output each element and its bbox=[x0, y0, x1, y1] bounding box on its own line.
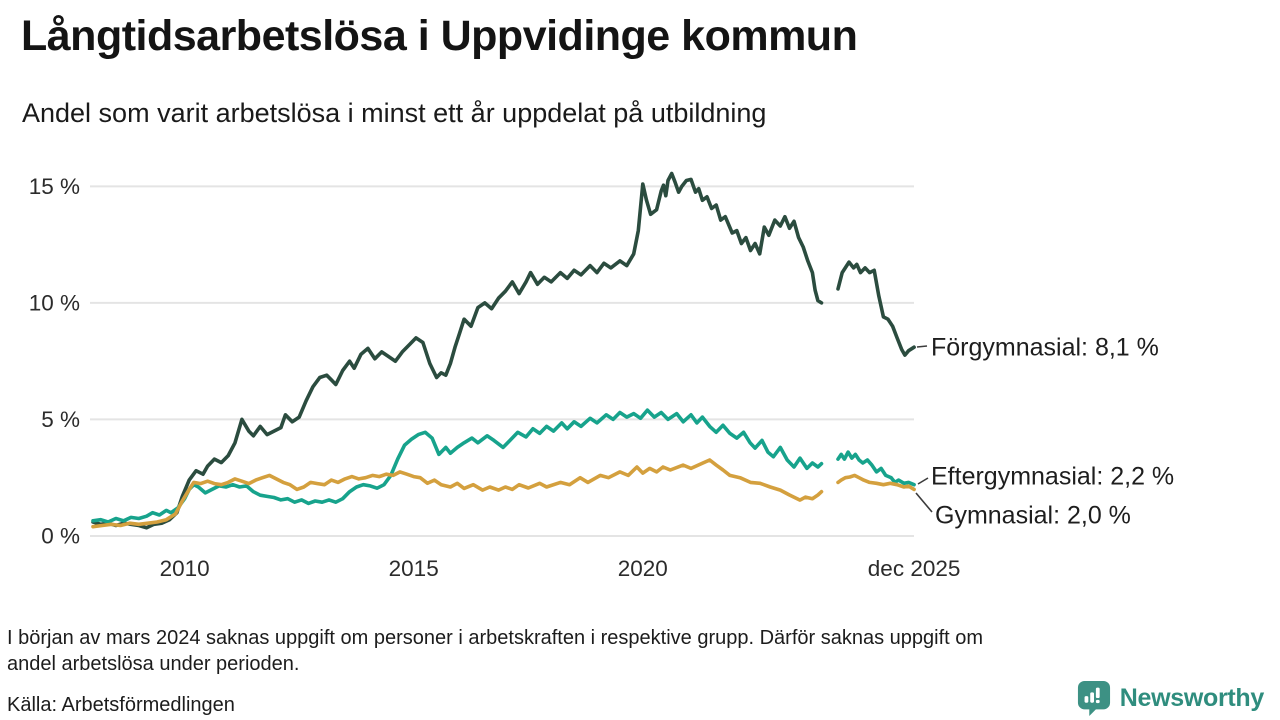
series-line-förgymnasial bbox=[836, 260, 916, 357]
x-tick-label-2015: 2015 bbox=[389, 556, 439, 581]
page-subtitle: Andel som varit arbetslösa i minst ett å… bbox=[22, 98, 767, 128]
bar-chart-speech-bubble-icon bbox=[1077, 681, 1110, 716]
series-line-förgymnasial bbox=[91, 171, 824, 530]
series-line-gymnasial bbox=[91, 458, 824, 529]
footnote: I början av mars 2024 saknas uppgift om … bbox=[7, 625, 983, 677]
series-line-gymnasial bbox=[836, 473, 916, 492]
series-line-eftergymnasial bbox=[91, 408, 824, 524]
leader-line-forgymnasial bbox=[916, 345, 928, 348]
y-tick-label-15: 15 % bbox=[29, 174, 80, 199]
leader-line-gymnasial bbox=[915, 492, 933, 513]
x-axis-tick-labels: 2010 2015 2020 dec 2025 bbox=[160, 556, 961, 581]
annotation-leader-lines bbox=[915, 345, 933, 513]
y-tick-label-10: 10 % bbox=[29, 291, 80, 316]
leader-line-eftergymnasial bbox=[917, 477, 929, 485]
x-tick-label-dec 2025: dec 2025 bbox=[868, 556, 961, 581]
newsworthy-brand: Newsworthy bbox=[1077, 680, 1264, 716]
y-tick-label-0: 0 % bbox=[41, 524, 80, 549]
gridlines bbox=[90, 185, 914, 537]
y-axis-tick-labels: 0 % 5 % 10 % 15 % bbox=[29, 174, 80, 549]
end-label-eftergymnasial: Eftergymnasial: 2,2 % bbox=[931, 462, 1175, 491]
page-title: Långtidsarbetslösa i Uppvidinge kommun bbox=[21, 12, 858, 60]
series-lines bbox=[91, 171, 916, 530]
x-tick-label-2010: 2010 bbox=[160, 556, 210, 581]
series-line-eftergymnasial bbox=[836, 450, 916, 487]
x-tick-label-2020: 2020 bbox=[618, 556, 668, 581]
newsworthy-wordmark: Newsworthy bbox=[1119, 683, 1265, 712]
end-label-gymnasial: Gymnasial: 2,0 % bbox=[935, 501, 1131, 530]
footnote-line-2: andel arbetslösa under perioden. bbox=[7, 653, 300, 675]
end-label-forgymnasial: Förgymnasial: 8,1 % bbox=[931, 333, 1159, 362]
y-tick-label-5: 5 % bbox=[41, 407, 80, 432]
footnote-line-1: I början av mars 2024 saknas uppgift om … bbox=[7, 627, 984, 649]
source-credit: Källa: Arbetsförmedlingen bbox=[7, 694, 235, 716]
